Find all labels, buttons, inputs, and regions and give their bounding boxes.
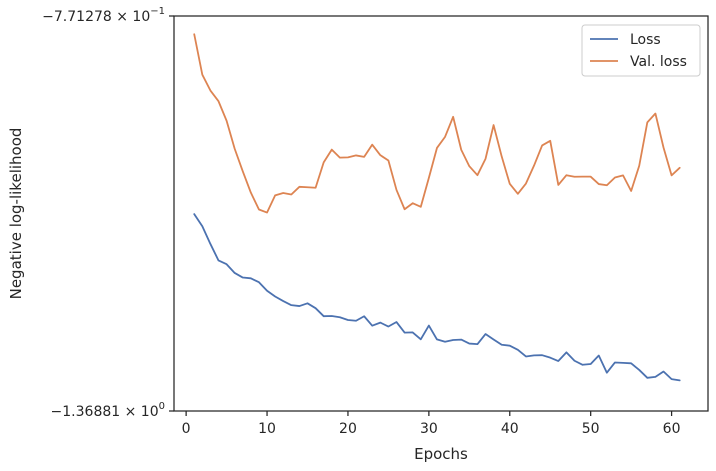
y-tick-label: −7.71278 × 10−1: [42, 6, 165, 25]
series-line-loss: [193, 213, 681, 382]
x-tick-label: 20: [339, 421, 357, 437]
y-axis-ticks: −7.71278 × 10−1 −1.36881 × 100: [42, 6, 174, 420]
series-line-val-loss: [193, 33, 681, 214]
legend-label: Loss: [630, 32, 661, 48]
plot-area: [174, 16, 708, 411]
x-axis-ticks: 0 10 20 30 40 50 60: [182, 411, 681, 437]
x-tick-label: 10: [258, 421, 276, 437]
x-tick-label: 50: [582, 421, 600, 437]
x-axis-label: Epochs: [414, 445, 468, 463]
plot-frame: [173, 15, 709, 412]
x-tick-label: 0: [182, 421, 191, 437]
x-tick-label: 40: [501, 421, 519, 437]
y-tick-label: −1.36881 × 100: [51, 401, 165, 420]
legend: Loss Val. loss: [581, 24, 701, 77]
legend-box: [581, 24, 701, 77]
x-tick-label: 60: [663, 421, 681, 437]
legend-label: Val. loss: [630, 54, 687, 70]
x-tick-label: 30: [420, 421, 438, 437]
series-layer: [193, 33, 681, 382]
y-axis-label: Negative log-likelihood: [7, 128, 25, 300]
legend-entries: Loss Val. loss: [590, 32, 687, 70]
